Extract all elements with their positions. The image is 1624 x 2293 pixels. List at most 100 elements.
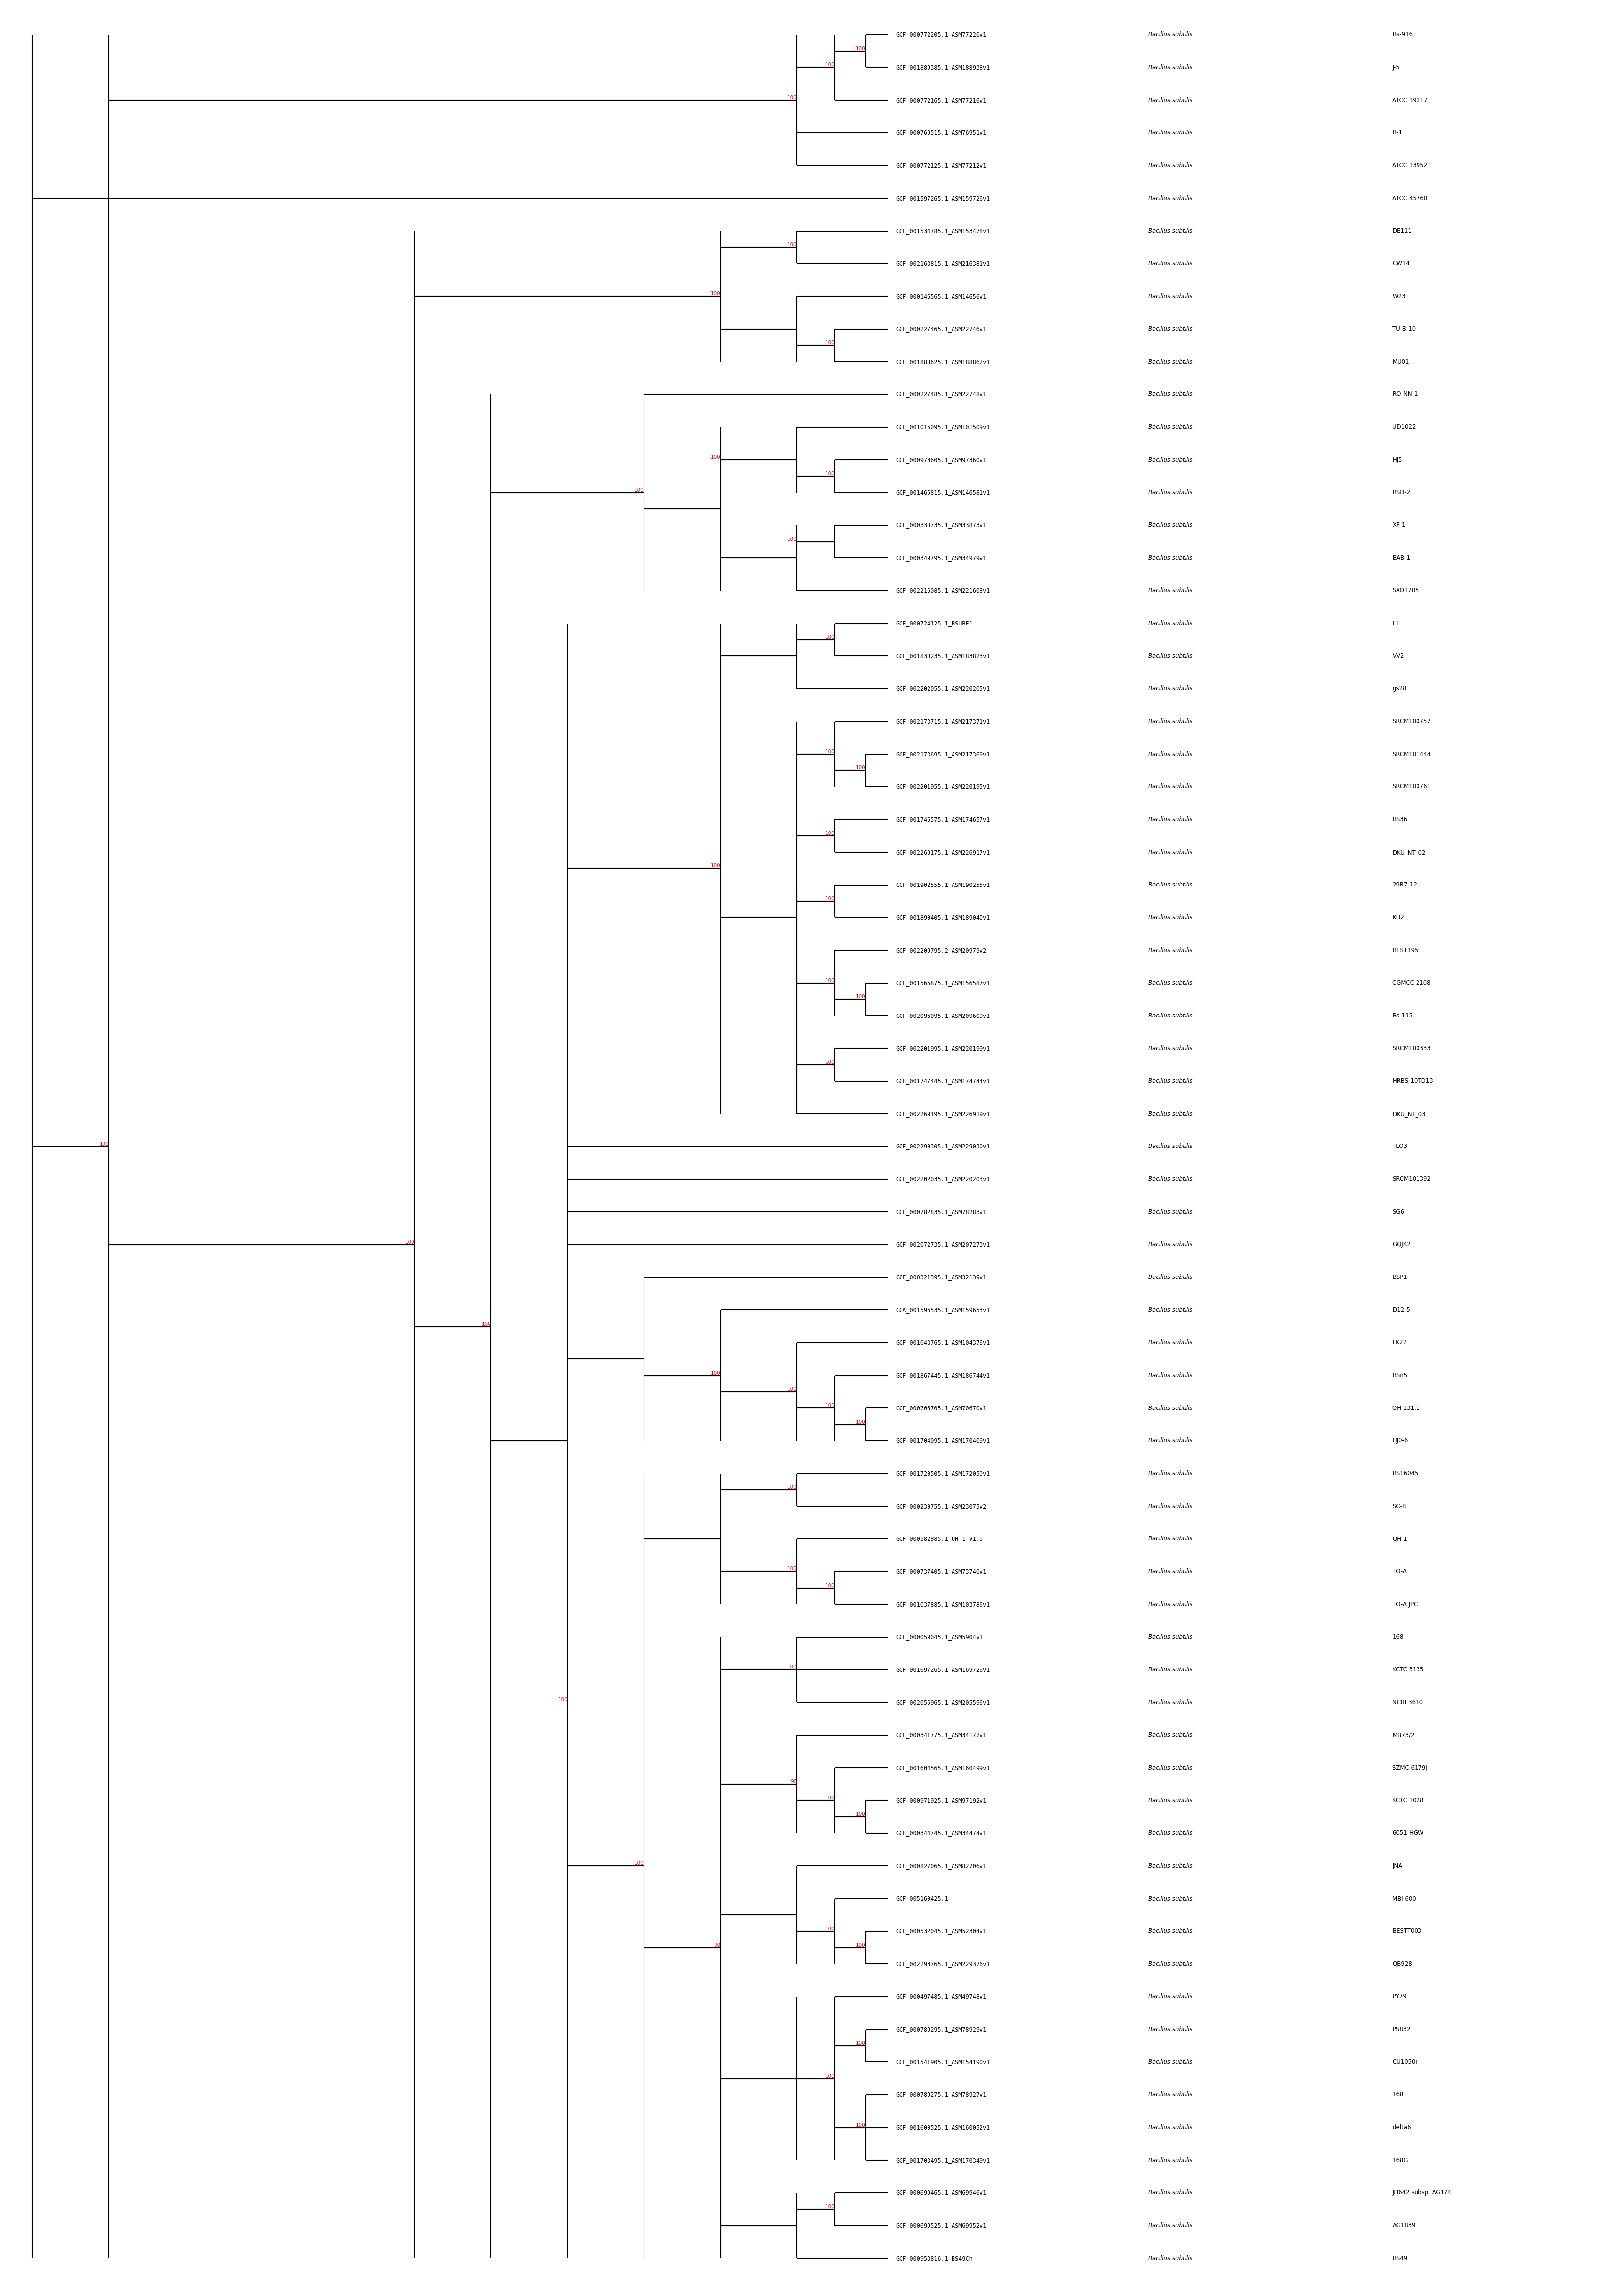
Text: Bacillus subtilis: Bacillus subtilis [1148, 947, 1192, 954]
Text: GCF_002269195.1_ASM226919v1: GCF_002269195.1_ASM226919v1 [896, 1110, 991, 1117]
Text: Bacillus subtilis: Bacillus subtilis [1148, 1896, 1192, 1901]
Text: Bacillus subtilis: Bacillus subtilis [1148, 979, 1192, 986]
Text: Bacillus subtilis: Bacillus subtilis [1148, 1241, 1192, 1247]
Text: 100: 100 [825, 979, 835, 984]
Text: GCF_001043765.1_ASM104376v1: GCF_001043765.1_ASM104376v1 [896, 1339, 991, 1346]
Text: 100: 100 [825, 2073, 835, 2077]
Text: GCF_000973605.1_ASM97360v1: GCF_000973605.1_ASM97360v1 [896, 456, 987, 463]
Text: GCF_000227465.1_ASM22746v1: GCF_000227465.1_ASM22746v1 [896, 326, 987, 332]
Text: GCF_001746575.1_ASM174657v1: GCF_001746575.1_ASM174657v1 [896, 816, 991, 823]
Text: DKU_NT_02: DKU_NT_02 [1393, 848, 1426, 855]
Text: GCF_001597265.1_ASM159726v1: GCF_001597265.1_ASM159726v1 [896, 195, 991, 202]
Text: SRCM100761: SRCM100761 [1393, 784, 1431, 791]
Text: D12-5: D12-5 [1393, 1307, 1410, 1314]
Text: GCF_000344745.1_ASM34474v1: GCF_000344745.1_ASM34474v1 [896, 1830, 987, 1837]
Text: ATCC 45760: ATCC 45760 [1393, 195, 1427, 202]
Text: 100: 100 [856, 2123, 866, 2128]
Text: GCF_002173695.1_ASM217369v1: GCF_002173695.1_ASM217369v1 [896, 750, 991, 757]
Text: delta6: delta6 [1393, 2123, 1411, 2130]
Text: Bacillus subtilis: Bacillus subtilis [1148, 195, 1192, 202]
Text: Bacillus subtilis: Bacillus subtilis [1148, 915, 1192, 922]
Text: Bacillus subtilis: Bacillus subtilis [1148, 1862, 1192, 1869]
Text: Bacillus subtilis: Bacillus subtilis [1148, 294, 1192, 300]
Text: 100: 100 [788, 1665, 797, 1669]
Text: Bacillus subtilis: Bacillus subtilis [1148, 1176, 1192, 1183]
Text: BSn5: BSn5 [1393, 1371, 1408, 1378]
Text: 100: 100 [825, 472, 835, 477]
Text: GCF_002096095.1_ASM209609v1: GCF_002096095.1_ASM209609v1 [896, 1014, 991, 1018]
Text: GCF_002293765.1_ASM229376v1: GCF_002293765.1_ASM229376v1 [896, 1961, 991, 1967]
Text: 100: 100 [788, 1387, 797, 1392]
Text: 100: 100 [711, 454, 721, 461]
Text: GCF_000971925.1_ASM97192v1: GCF_000971925.1_ASM97192v1 [896, 1798, 987, 1805]
Text: 100: 100 [825, 2204, 835, 2208]
Text: SG6: SG6 [1393, 1208, 1405, 1215]
Text: Bacillus subtilis: Bacillus subtilis [1148, 1766, 1192, 1770]
Text: TLO3: TLO3 [1393, 1144, 1408, 1149]
Text: 100: 100 [825, 1795, 835, 1800]
Text: 100: 100 [825, 1926, 835, 1931]
Text: GCF_001889385.1_ASM188938v1: GCF_001889385.1_ASM188938v1 [896, 64, 991, 71]
Text: GCF_002202055.1_ASM220205v1: GCF_002202055.1_ASM220205v1 [896, 686, 991, 692]
Text: Bacillus subtilis: Bacillus subtilis [1148, 1502, 1192, 1509]
Text: GCF_000532045.1_ASM52304v1: GCF_000532045.1_ASM52304v1 [896, 1928, 987, 1935]
Text: Bs-916: Bs-916 [1393, 32, 1413, 39]
Text: GCF_000772125.1_ASM77212v1: GCF_000772125.1_ASM77212v1 [896, 163, 987, 170]
Text: Bacillus subtilis: Bacillus subtilis [1148, 587, 1192, 594]
Text: Bacillus subtilis: Bacillus subtilis [1148, 1699, 1192, 1706]
Text: GCF_002216085.1_ASM221608v1: GCF_002216085.1_ASM221608v1 [896, 587, 991, 594]
Text: 168: 168 [1393, 2091, 1403, 2098]
Text: Bacillus subtilis: Bacillus subtilis [1148, 1014, 1192, 1018]
Text: Bacillus subtilis: Bacillus subtilis [1148, 619, 1192, 626]
Text: Bacillus subtilis: Bacillus subtilis [1148, 2027, 1192, 2032]
Text: Bacillus subtilis: Bacillus subtilis [1148, 523, 1192, 527]
Text: Bacillus subtilis: Bacillus subtilis [1148, 1798, 1192, 1805]
Text: Bacillus subtilis: Bacillus subtilis [1148, 784, 1192, 791]
Text: GCF_002269175.1_ASM226917v1: GCF_002269175.1_ASM226917v1 [896, 848, 991, 855]
Text: RO-NN-1: RO-NN-1 [1393, 392, 1418, 397]
Text: BS49: BS49 [1393, 2254, 1408, 2261]
Text: 100: 100 [825, 830, 835, 837]
Text: 100: 100 [825, 339, 835, 346]
Text: BS16045: BS16045 [1393, 1470, 1418, 1477]
Text: 168G: 168G [1393, 2158, 1408, 2162]
Text: Bacillus subtilis: Bacillus subtilis [1148, 424, 1192, 431]
Text: Bacillus subtilis: Bacillus subtilis [1148, 1601, 1192, 1607]
Text: GCF_000769515.1_ASM76951v1: GCF_000769515.1_ASM76951v1 [896, 131, 987, 135]
Text: Bacillus subtilis: Bacillus subtilis [1148, 456, 1192, 463]
Text: 100: 100 [788, 537, 797, 541]
Text: GCF_001720505.1_ASM172050v1: GCF_001720505.1_ASM172050v1 [896, 1470, 991, 1477]
Text: GCF_000772165.1_ASM77216v1: GCF_000772165.1_ASM77216v1 [896, 96, 987, 103]
Text: BESTT003: BESTT003 [1393, 1928, 1421, 1935]
Text: 100: 100 [825, 750, 835, 754]
Text: GCF_000706705.1_ASM70670v1: GCF_000706705.1_ASM70670v1 [896, 1406, 987, 1410]
Text: TU-B-10: TU-B-10 [1393, 326, 1416, 332]
Text: GCF_002173715.1_ASM217371v1: GCF_002173715.1_ASM217371v1 [896, 718, 991, 725]
Text: XF-1: XF-1 [1393, 523, 1406, 527]
Text: HJ5: HJ5 [1393, 456, 1402, 463]
Text: Bacillus subtilis: Bacillus subtilis [1148, 1144, 1192, 1149]
Text: Bacillus subtilis: Bacillus subtilis [1148, 1568, 1192, 1575]
Text: Bacillus subtilis: Bacillus subtilis [1148, 2190, 1192, 2197]
Text: GCF_000699525.1_ASM69952v1: GCF_000699525.1_ASM69952v1 [896, 2222, 987, 2229]
Text: Bacillus subtilis: Bacillus subtilis [1148, 32, 1192, 39]
Text: GCA_001596535.1_ASM159653v1: GCA_001596535.1_ASM159653v1 [896, 1307, 991, 1314]
Text: Bacillus subtilis: Bacillus subtilis [1148, 1961, 1192, 1967]
Text: B-1: B-1 [1393, 131, 1403, 135]
Text: 100: 100 [825, 1403, 835, 1408]
Text: GCF_002055965.1_ASM205596v1: GCF_002055965.1_ASM205596v1 [896, 1699, 991, 1706]
Text: GCF_001534785.1_ASM153478v1: GCF_001534785.1_ASM153478v1 [896, 227, 991, 234]
Text: Bacillus subtilis: Bacillus subtilis [1148, 1307, 1192, 1314]
Text: 100: 100 [788, 1486, 797, 1490]
Text: GCF_001902555.1_ASM190255v1: GCF_001902555.1_ASM190255v1 [896, 883, 991, 887]
Text: PS832: PS832 [1393, 2027, 1411, 2032]
Text: Bacillus subtilis: Bacillus subtilis [1148, 1339, 1192, 1346]
Text: GCF_000772205.1_ASM77220v1: GCF_000772205.1_ASM77220v1 [896, 32, 987, 39]
Text: GCF_000782835.1_ASM78283v1: GCF_000782835.1_ASM78283v1 [896, 1208, 987, 1215]
Text: Bacillus subtilis: Bacillus subtilis [1148, 392, 1192, 397]
Text: gs28: gs28 [1393, 686, 1406, 692]
Text: Bacillus subtilis: Bacillus subtilis [1148, 488, 1192, 495]
Text: CW14: CW14 [1393, 261, 1410, 266]
Text: PY79: PY79 [1393, 1993, 1406, 1999]
Text: GCF_002072735.1_ASM207273v1: GCF_002072735.1_ASM207273v1 [896, 1241, 991, 1247]
